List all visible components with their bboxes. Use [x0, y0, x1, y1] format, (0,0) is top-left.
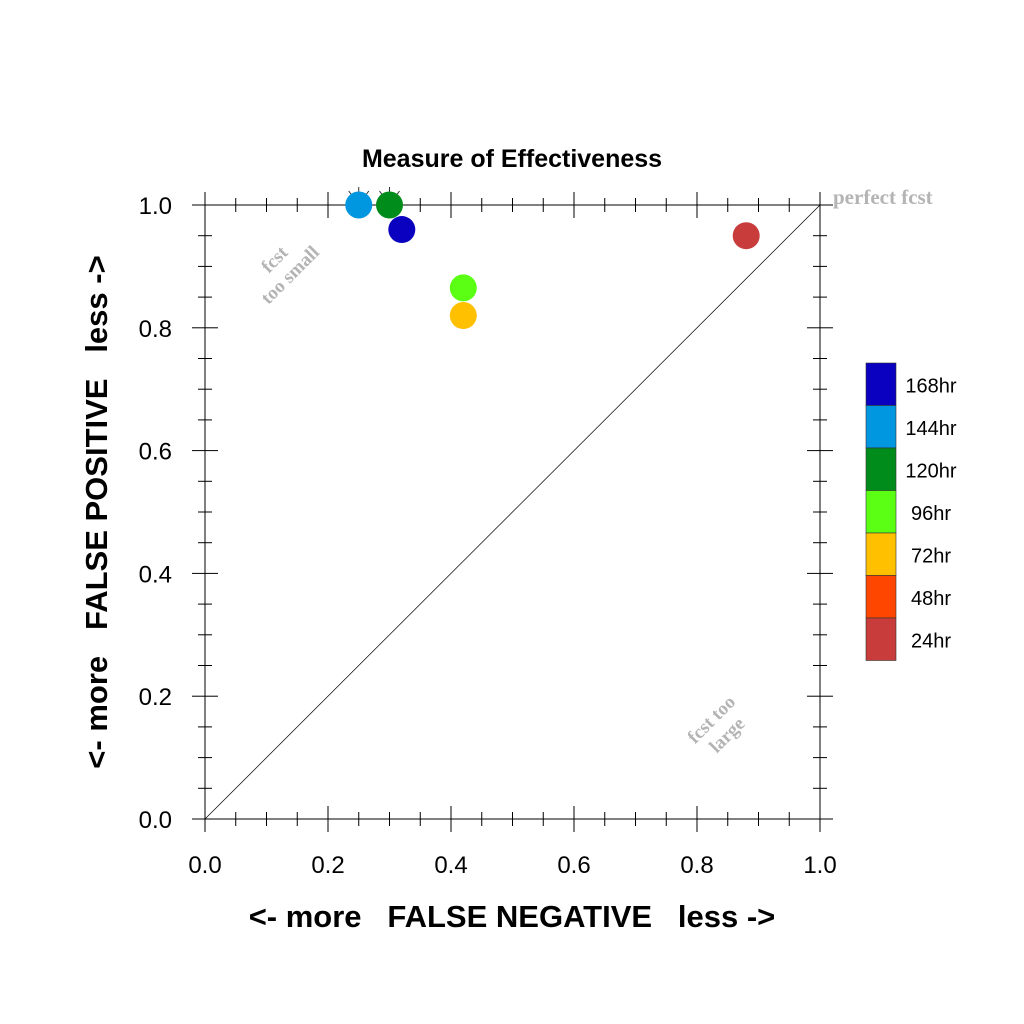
legend-label-96hr: 96hr: [911, 503, 951, 525]
legend-swatch-168hr: [865, 362, 897, 406]
annotation-perfect-forecast: perfect fcst: [833, 185, 933, 209]
x-tick-label: 1.0: [803, 852, 836, 879]
x-tick-label: 0.8: [680, 852, 713, 879]
legend-swatch-120hr: [865, 447, 897, 491]
data-points: [345, 187, 760, 330]
x-tick-label: 0.6: [557, 852, 590, 879]
legend-label-48hr: 48hr: [911, 588, 951, 610]
legend-swatch-72hr: [865, 532, 897, 576]
y-tick-label: 0.6: [139, 439, 172, 466]
point-72hr: [449, 302, 477, 330]
x-axis-label: <- more FALSE NEGATIVE less ->: [249, 899, 776, 934]
x-tick-label: 0.0: [188, 852, 221, 879]
x-tick-label: 0.4: [434, 852, 467, 879]
y-tick-label: 0.0: [139, 807, 172, 834]
x-axis: 0.0 0.2 0.4 0.6 0.8 1.0: [188, 192, 837, 879]
chart-title: Measure of Effectiveness: [362, 145, 662, 173]
legend-label-24hr: 24hr: [911, 630, 951, 652]
point-96hr: [449, 274, 477, 302]
legend: 168hr 144hr 120hr 96hr 72hr 48hr 24hr: [865, 362, 957, 661]
y-tick-label: 0.4: [139, 561, 172, 588]
legend-swatch-144hr: [865, 405, 897, 449]
annotation-too-small: fcst too small: [257, 242, 324, 309]
y-axis: 0.0 0.2 0.4 0.6 0.8 1.0: [139, 193, 833, 834]
y-axis-label: <- more FALSE POSITIVE less ->: [79, 255, 114, 768]
legend-swatch-48hr: [865, 575, 897, 619]
legend-label-168hr: 168hr: [905, 375, 956, 397]
legend-label-144hr: 144hr: [905, 418, 956, 440]
y-tick-label: 0.2: [139, 684, 172, 711]
annotation-too-large: fcst too large: [684, 692, 750, 758]
point-144hr: [345, 191, 373, 219]
y-tick-label: 0.8: [139, 316, 172, 343]
legend-label-72hr: 72hr: [911, 545, 951, 567]
point-120hr: [376, 191, 403, 219]
point-168hr: [388, 216, 416, 244]
legend-swatch-96hr: [865, 490, 897, 534]
legend-swatch-24hr: [865, 617, 897, 661]
y-tick-label: 1.0: [139, 193, 172, 220]
x-tick-label: 0.2: [311, 852, 344, 879]
legend-label-120hr: 120hr: [905, 460, 956, 482]
point-24hr: [732, 222, 760, 250]
perfect-forecast-diagonal: [204, 204, 821, 820]
